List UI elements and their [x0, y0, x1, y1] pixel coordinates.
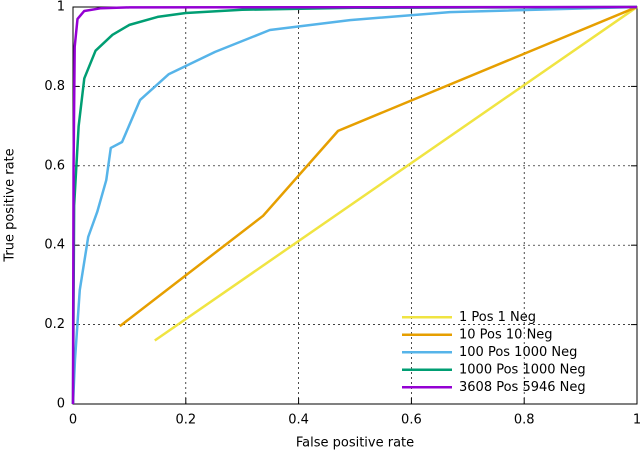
legend-label: 100 Pos 1000 Neg: [459, 345, 577, 360]
legend-label: 1000 Pos 1000 Neg: [459, 362, 586, 377]
legend-label: 1 Pos 1 Neg: [459, 310, 536, 325]
x-tick-label: 0: [69, 413, 77, 428]
series-line: [71, 5, 638, 405]
series-line: [154, 5, 638, 342]
y-axis-label: True positive rate: [3, 148, 18, 262]
x-axis-label: False positive rate: [296, 436, 414, 451]
x-tick-label: 0.2: [175, 413, 196, 428]
y-tick-label: 1: [57, 0, 65, 15]
x-tick-label: 0.6: [401, 413, 422, 428]
series-line: [71, 5, 638, 405]
x-tick-label: 0.8: [514, 413, 535, 428]
series-line: [119, 5, 638, 328]
y-tick-label: 0.6: [44, 158, 65, 173]
series-line: [71, 5, 638, 405]
y-tick-label: 0.8: [44, 79, 65, 94]
y-tick-label: 0.4: [44, 238, 65, 253]
y-tick-label: 0: [57, 397, 65, 412]
y-tick-label: 0.2: [44, 317, 65, 332]
legend-label: 3608 Pos 5946 Neg: [459, 380, 586, 395]
legend-label: 10 Pos 10 Neg: [459, 327, 553, 342]
x-tick-label: 1: [633, 413, 640, 428]
x-tick-label: 0.4: [288, 413, 309, 428]
